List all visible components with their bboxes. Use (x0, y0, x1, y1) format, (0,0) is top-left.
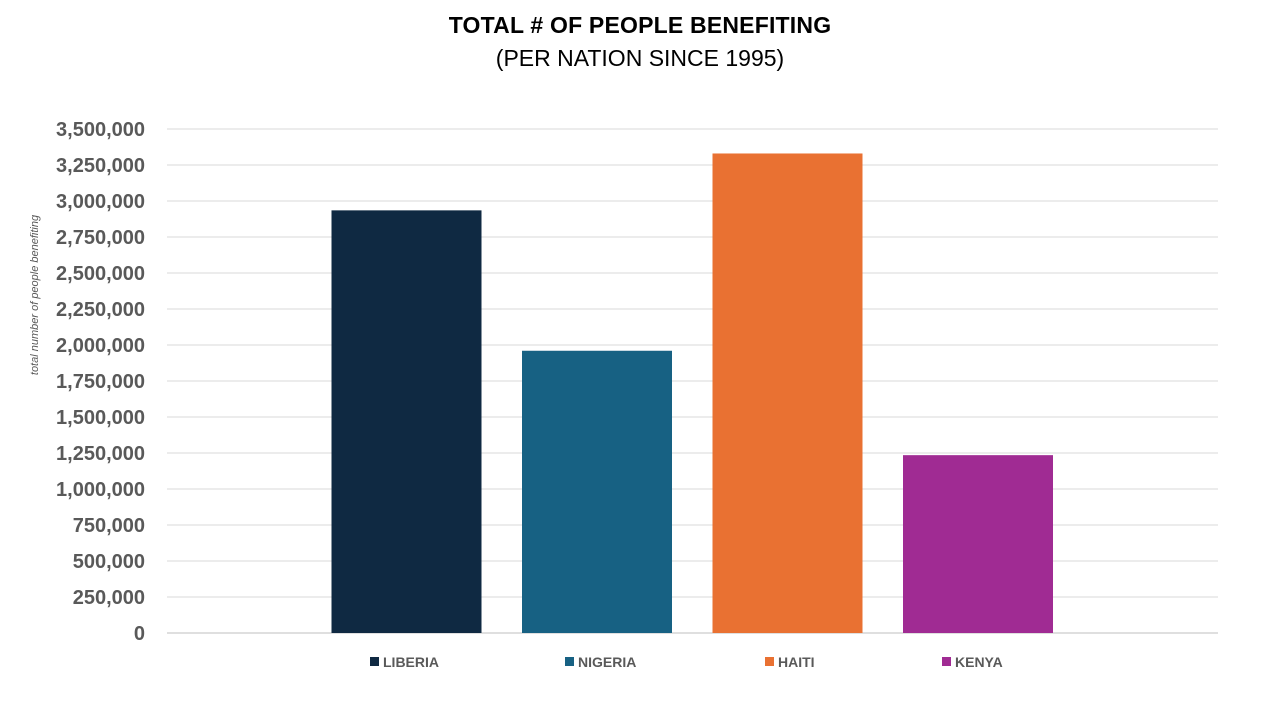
gridlines (167, 128, 1218, 634)
legend-swatch-nigeria (565, 657, 574, 666)
legend-swatch-kenya (942, 657, 951, 666)
y-tick-label: 750,000 (73, 515, 145, 537)
legend-label-kenya: KENYA (955, 654, 1003, 670)
legend-label-nigeria: NIGERIA (578, 654, 636, 670)
bar-nigeria (522, 350, 672, 633)
legend-label-haiti: HAITI (778, 654, 815, 670)
bars (331, 153, 1053, 634)
legend-label-liberia: LIBERIA (383, 654, 439, 670)
y-tick-label: 3,500,000 (56, 119, 145, 141)
legend: LIBERIA NIGERIA HAITI KENYA (370, 654, 1003, 670)
bar-liberia (331, 210, 482, 634)
y-tick-label: 0 (134, 623, 145, 645)
y-tick-label: 3,250,000 (56, 155, 145, 177)
bar-haiti (712, 153, 863, 634)
chart-subtitle: (PER NATION SINCE 1995) (495, 45, 785, 71)
y-tick-label: 3,000,000 (56, 191, 145, 213)
legend-swatch-haiti (765, 657, 774, 666)
y-tick-label: 1,000,000 (56, 479, 145, 501)
y-tick-label: 1,750,000 (56, 371, 145, 393)
y-tick-label: 2,250,000 (56, 299, 145, 321)
y-tick-label: 2,000,000 (56, 335, 145, 357)
y-tick-label: 500,000 (73, 551, 145, 573)
legend-swatch-liberia (370, 657, 379, 666)
y-tick-label: 2,750,000 (56, 227, 145, 249)
y-tick-label: 250,000 (73, 587, 145, 609)
y-tick-label: 1,250,000 (56, 443, 145, 465)
chart-title: TOTAL # OF PEOPLE BENEFITING (448, 12, 832, 38)
y-tick-label: 2,500,000 (56, 263, 145, 285)
bar-kenya (903, 455, 1053, 633)
y-tick-label: 1,500,000 (56, 407, 145, 429)
y-axis-ticks: 0 250,000 500,000 750,000 1,000,000 1,250,000… (56, 119, 145, 645)
